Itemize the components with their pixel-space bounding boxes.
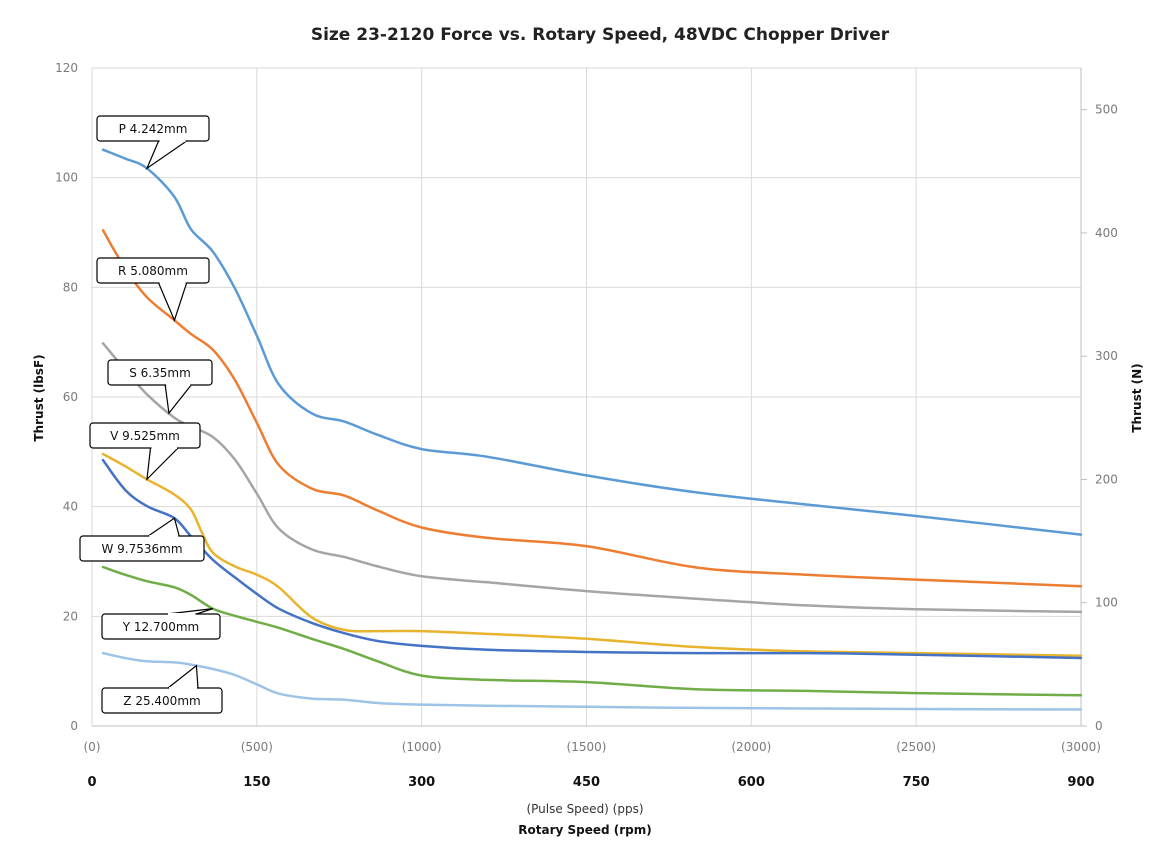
callout-label: V 9.525mm — [110, 429, 180, 443]
y-axis-label: Thrust (lbsF) — [32, 354, 46, 441]
callout-box — [79, 535, 205, 562]
x-tick-label-pps: (1500) — [567, 740, 607, 754]
y2-tick-label: 300 — [1095, 349, 1118, 363]
y2-tick-label: 100 — [1095, 596, 1118, 610]
callout-y: Y 12.700mm — [101, 608, 221, 640]
callout-label: Z 25.400mm — [123, 694, 200, 708]
callout-box — [89, 422, 201, 449]
x-axis-label-pps: (Pulse Speed) (pps) — [526, 802, 643, 816]
callout-box — [101, 613, 221, 640]
axes: 0 20 40 60 80 100 120 0 (0) 150 (500) 300 (1000) 450 (… — [55, 61, 1118, 790]
callout-label: R 5.080mm — [118, 264, 188, 278]
series-line-y — [101, 565, 1083, 697]
x-tick-label-pps: (500) — [241, 740, 273, 754]
y-tick-label: 40 — [63, 500, 78, 514]
series-line-v — [101, 452, 1083, 658]
series-line-p — [101, 148, 1083, 536]
x-tick-label-pps: (0) — [84, 740, 101, 754]
y2-tick-label: 400 — [1095, 226, 1118, 240]
x-tick-label-pps: (2500) — [896, 740, 936, 754]
callout-box — [107, 359, 213, 386]
callout-z: Z 25.400mm — [101, 664, 223, 714]
y2-tick-label: 500 — [1095, 103, 1118, 117]
chart-title: Size 23-2120 Force vs. Rotary Speed, 48V… — [311, 25, 890, 45]
callout-label: S 6.35mm — [129, 366, 191, 380]
callout-box — [96, 115, 210, 142]
series-lines — [101, 148, 1083, 711]
x-tick-label-rpm: 600 — [738, 775, 765, 790]
x-tick-label-pps: (2000) — [731, 740, 771, 754]
series-line-s — [101, 342, 1083, 614]
x-axis-label-rpm: Rotary Speed (rpm) — [518, 823, 652, 837]
callout-label: W 9.7536mm — [101, 542, 182, 556]
x-tick-label-rpm: 0 — [87, 775, 96, 790]
y-tick-label: 100 — [55, 171, 78, 185]
y2-tick-label: 200 — [1095, 472, 1118, 486]
y-tick-label: 80 — [63, 280, 78, 294]
callout-s: S 6.35mm — [107, 359, 213, 415]
y2-axis-label: Thrust (N) — [1130, 363, 1144, 432]
series-line-z — [101, 651, 1083, 711]
x-tick-label-pps: (3000) — [1061, 740, 1101, 754]
series-line-w — [101, 458, 1083, 660]
callout-box — [101, 687, 223, 714]
callout-w: W 9.7536mm — [79, 517, 205, 562]
callout-p: P 4.242mm — [96, 115, 210, 171]
callouts: P 4.242mm R 5.080mm S 6.35mm V 9.525mm W 9.7… — [79, 115, 223, 714]
x-tick-label-rpm: 450 — [573, 775, 600, 790]
x-tick-label-rpm: 750 — [903, 775, 930, 790]
callout-v: V 9.525mm — [89, 422, 201, 481]
callout-label: Y 12.700mm — [122, 620, 200, 634]
x-tick-label-rpm: 150 — [243, 775, 270, 790]
y2-tick-label: 0 — [1095, 719, 1103, 733]
callout-r: R 5.080mm — [96, 257, 210, 322]
series-line-r — [101, 229, 1083, 588]
y-tick-label: 120 — [55, 61, 78, 75]
y-tick-label: 20 — [63, 609, 78, 623]
grid — [91, 67, 1082, 727]
callout-box — [96, 257, 210, 284]
callout-label: P 4.242mm — [119, 122, 188, 136]
x-tick-label-pps: (1000) — [402, 740, 442, 754]
y-tick-label: 0 — [70, 719, 78, 733]
x-tick-label-rpm: 300 — [408, 775, 435, 790]
y-tick-label: 60 — [63, 390, 78, 404]
x-tick-label-rpm: 900 — [1067, 775, 1094, 790]
